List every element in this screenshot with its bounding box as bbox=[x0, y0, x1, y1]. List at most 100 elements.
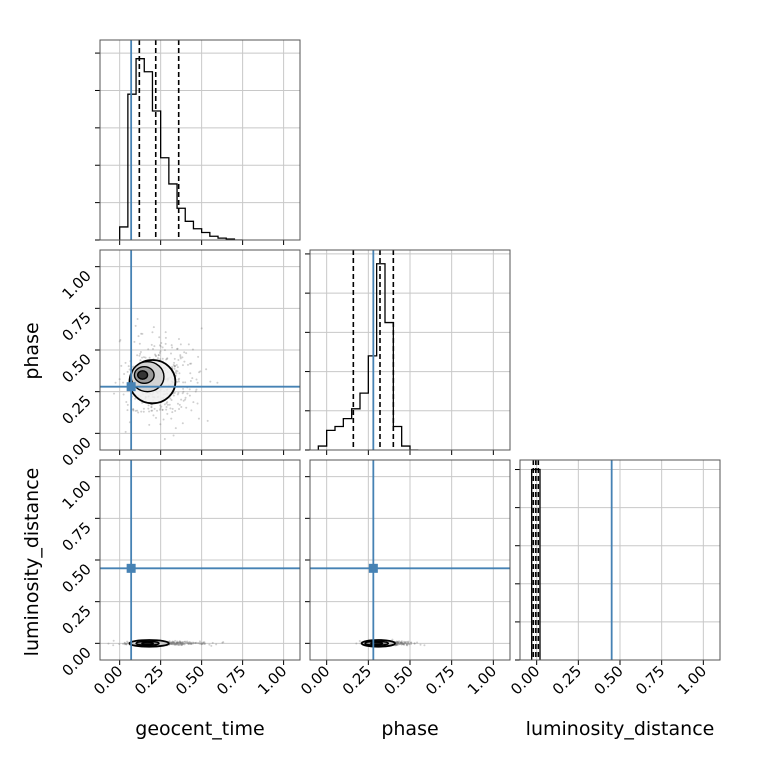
sample-point-phase-vs-luminosity_distance bbox=[400, 642, 403, 645]
sample-point-geocent_time-vs-luminosity_distance bbox=[179, 642, 182, 645]
sample-point-geocent_time-vs-phase bbox=[152, 326, 155, 329]
sample-point-geocent_time-vs-phase bbox=[159, 407, 162, 410]
sample-point-geocent_time-vs-phase bbox=[139, 359, 142, 362]
sample-point-geocent_time-vs-phase bbox=[176, 366, 179, 369]
sample-point-geocent_time-vs-phase bbox=[176, 370, 179, 373]
y-tick-label-geocent_time-vs-phase: 0.75 bbox=[58, 308, 94, 344]
sample-point-geocent_time-vs-luminosity_distance bbox=[174, 639, 177, 642]
sample-point-geocent_time-vs-phase bbox=[132, 409, 135, 412]
sample-point-geocent_time-vs-luminosity_distance bbox=[124, 643, 127, 646]
sample-point-geocent_time-vs-phase bbox=[137, 335, 140, 338]
y-tick-label-geocent_time-vs-luminosity_distance: 0.25 bbox=[58, 602, 94, 638]
panel-geocent_time-vs-phase: 0.00 0.25 0.50 0.75 1.00 bbox=[58, 249, 301, 470]
sample-point-geocent_time-vs-luminosity_distance bbox=[171, 641, 174, 644]
panel-content-geocent_time-vs-phase bbox=[100, 250, 300, 450]
sample-point-geocent_time-vs-luminosity_distance bbox=[187, 643, 190, 646]
sample-point-geocent_time-vs-phase bbox=[141, 332, 144, 335]
sample-point-geocent_time-vs-luminosity_distance bbox=[190, 642, 193, 645]
sample-point-geocent_time-vs-phase bbox=[134, 324, 137, 327]
sample-point-phase-vs-luminosity_distance bbox=[396, 640, 399, 643]
sample-point-geocent_time-vs-phase bbox=[165, 402, 168, 405]
sample-point-geocent_time-vs-phase bbox=[178, 403, 181, 406]
sample-point-geocent_time-vs-phase bbox=[189, 362, 192, 365]
sample-point-phase-vs-luminosity_distance bbox=[397, 642, 400, 645]
sample-point-geocent_time-vs-phase bbox=[158, 408, 161, 411]
sample-point-geocent_time-vs-phase bbox=[183, 360, 186, 363]
sample-point-phase-vs-luminosity_distance bbox=[402, 642, 405, 645]
sample-point-geocent_time-vs-phase bbox=[148, 423, 151, 426]
panel-border-hist-phase bbox=[309, 249, 511, 451]
sample-point-geocent_time-vs-phase bbox=[175, 372, 178, 375]
sample-point-geocent_time-vs-luminosity_distance bbox=[210, 644, 213, 647]
sample-point-geocent_time-vs-luminosity_distance bbox=[174, 643, 177, 646]
sample-point-geocent_time-vs-phase bbox=[136, 409, 139, 412]
sample-point-geocent_time-vs-phase bbox=[161, 357, 164, 360]
sample-point-geocent_time-vs-phase bbox=[134, 397, 137, 400]
sample-point-geocent_time-vs-phase bbox=[165, 405, 168, 408]
sample-point-geocent_time-vs-luminosity_distance bbox=[198, 642, 201, 645]
sample-point-geocent_time-vs-phase bbox=[171, 366, 174, 369]
sample-point-geocent_time-vs-phase bbox=[165, 358, 168, 361]
sample-point-geocent_time-vs-phase bbox=[187, 343, 190, 346]
sample-point-phase-vs-luminosity_distance bbox=[407, 640, 410, 643]
sample-point-phase-vs-luminosity_distance bbox=[413, 642, 416, 645]
sample-point-phase-vs-luminosity_distance bbox=[395, 642, 398, 645]
sample-point-geocent_time-vs-luminosity_distance bbox=[169, 642, 172, 645]
sample-point-phase-vs-luminosity_distance bbox=[397, 643, 400, 646]
sample-point-geocent_time-vs-phase bbox=[172, 394, 175, 397]
sample-point-phase-vs-luminosity_distance bbox=[396, 641, 399, 644]
sample-point-phase-vs-luminosity_distance bbox=[410, 641, 413, 644]
panel-content-phase-vs-luminosity_distance bbox=[310, 460, 510, 660]
sample-point-geocent_time-vs-phase bbox=[169, 397, 172, 400]
sample-point-geocent_time-vs-phase bbox=[126, 370, 129, 373]
sample-point-geocent_time-vs-luminosity_distance bbox=[176, 643, 179, 646]
sample-point-phase-vs-luminosity_distance bbox=[410, 643, 413, 646]
sample-point-geocent_time-vs-phase bbox=[159, 404, 162, 407]
sample-point-geocent_time-vs-phase bbox=[161, 408, 164, 411]
sample-point-geocent_time-vs-phase bbox=[118, 340, 121, 343]
sample-point-phase-vs-luminosity_distance bbox=[395, 641, 398, 644]
sample-point-geocent_time-vs-phase bbox=[172, 434, 175, 437]
sample-point-geocent_time-vs-luminosity_distance bbox=[200, 642, 203, 645]
sample-point-geocent_time-vs-luminosity_distance bbox=[169, 642, 172, 645]
sample-point-geocent_time-vs-phase bbox=[173, 357, 176, 360]
sample-point-geocent_time-vs-phase bbox=[205, 368, 208, 371]
x-tick-label-hist-luminosity_distance: 0.00 bbox=[507, 662, 543, 698]
sample-point-geocent_time-vs-luminosity_distance bbox=[178, 640, 181, 643]
sample-point-geocent_time-vs-phase bbox=[132, 408, 135, 411]
sample-point-geocent_time-vs-phase bbox=[142, 407, 145, 410]
sample-point-geocent_time-vs-luminosity_distance bbox=[170, 642, 173, 645]
y-axis-label-phase: phase bbox=[21, 322, 43, 379]
sample-point-geocent_time-vs-phase bbox=[136, 317, 139, 320]
sample-point-geocent_time-vs-phase bbox=[163, 403, 166, 406]
sample-point-geocent_time-vs-phase bbox=[128, 368, 131, 371]
sample-point-geocent_time-vs-luminosity_distance bbox=[126, 640, 129, 643]
contour-level-geocent_time-vs-luminosity_distance bbox=[141, 641, 154, 646]
truth-marker-geocent_time-vs-luminosity_distance bbox=[126, 563, 136, 573]
sample-point-phase-vs-luminosity_distance bbox=[395, 644, 398, 647]
sample-point-phase-vs-luminosity_distance bbox=[399, 641, 402, 644]
sample-point-geocent_time-vs-luminosity_distance bbox=[175, 643, 178, 646]
sample-point-geocent_time-vs-phase bbox=[170, 352, 173, 355]
sample-point-geocent_time-vs-phase bbox=[179, 357, 182, 360]
sample-point-geocent_time-vs-phase bbox=[176, 402, 179, 405]
sample-point-geocent_time-vs-phase bbox=[151, 409, 154, 412]
sample-point-geocent_time-vs-luminosity_distance bbox=[188, 640, 191, 643]
sample-point-geocent_time-vs-luminosity_distance bbox=[172, 642, 175, 645]
sample-point-geocent_time-vs-luminosity_distance bbox=[177, 641, 180, 644]
x-axis-label-geocent-time: geocent_time bbox=[135, 718, 264, 740]
sample-point-phase-vs-luminosity_distance bbox=[423, 644, 426, 647]
sample-point-geocent_time-vs-luminosity_distance bbox=[112, 639, 115, 642]
sample-point-phase-vs-luminosity_distance bbox=[403, 643, 406, 646]
sample-point-geocent_time-vs-luminosity_distance bbox=[189, 643, 192, 646]
sample-point-geocent_time-vs-luminosity_distance bbox=[183, 640, 186, 643]
sample-point-geocent_time-vs-phase bbox=[196, 381, 199, 384]
sample-point-geocent_time-vs-luminosity_distance bbox=[179, 643, 182, 646]
sample-point-geocent_time-vs-phase bbox=[170, 344, 173, 347]
sample-point-geocent_time-vs-phase bbox=[163, 438, 166, 441]
sample-point-geocent_time-vs-luminosity_distance bbox=[176, 641, 179, 644]
sample-point-phase-vs-luminosity_distance bbox=[400, 643, 403, 646]
sample-point-geocent_time-vs-luminosity_distance bbox=[203, 643, 206, 646]
sample-point-geocent_time-vs-luminosity_distance bbox=[185, 641, 188, 644]
sample-point-phase-vs-luminosity_distance bbox=[403, 640, 406, 643]
